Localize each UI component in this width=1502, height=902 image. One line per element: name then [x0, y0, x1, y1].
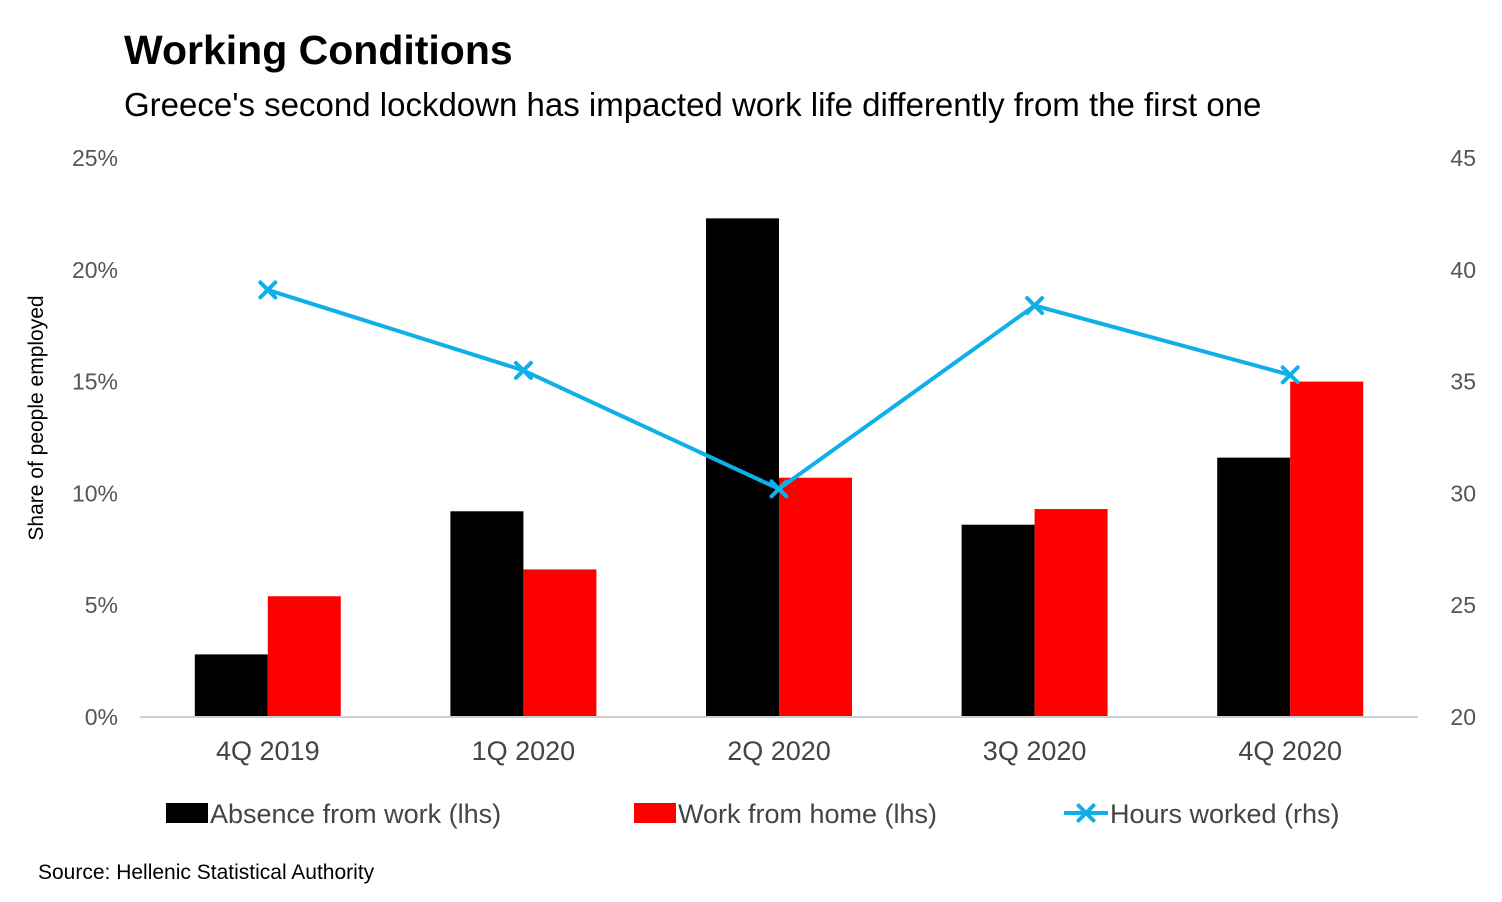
line-layer	[258, 280, 1300, 499]
legend-item-0: Absence from work (lhs)	[166, 799, 501, 829]
bar-wfh-3	[1034, 509, 1108, 717]
legend-label: Work from home (lhs)	[678, 799, 937, 829]
category-label: 4Q 2019	[216, 736, 320, 766]
bar-absence-4	[1217, 457, 1291, 717]
legend-item-1: Work from home (lhs)	[634, 799, 937, 829]
left-tick-label: 20%	[72, 257, 118, 283]
hours-marker-2	[769, 479, 789, 499]
right-tick-label: 40	[1450, 257, 1476, 283]
right-tick-label: 25	[1450, 592, 1476, 618]
category-label: 4Q 2020	[1238, 736, 1342, 766]
left-tick-label: 15%	[72, 369, 118, 395]
bar-absence-1	[450, 511, 524, 717]
bar-wfh-1	[523, 569, 597, 717]
left-tick-label: 25%	[72, 145, 118, 171]
chart-subtitle: Greece's second lockdown has impacted wo…	[124, 86, 1262, 123]
bar-wfh-0	[267, 596, 341, 717]
category-label: 2Q 2020	[727, 736, 831, 766]
legend-item-2: Hours worked (rhs)	[1064, 799, 1340, 829]
hours-marker-1	[513, 360, 533, 380]
left-axis-ticks: 0% 5% 10% 15% 20% 25%	[72, 145, 118, 730]
bar-absence-3	[961, 524, 1035, 717]
legend: Absence from work (lhs) Work from home (l…	[166, 799, 1340, 829]
bar-wfh-2	[779, 477, 852, 717]
left-tick-label: 10%	[72, 480, 118, 506]
legend-swatch	[166, 803, 208, 823]
hours-marker-0	[258, 280, 278, 300]
right-tick-label: 45	[1450, 145, 1476, 171]
chart-title: Working Conditions	[124, 27, 513, 73]
right-axis-ticks: 20 25 30 35 40 45	[1450, 145, 1476, 730]
legend-swatch	[634, 803, 676, 823]
category-labels: 4Q 2019 1Q 2020 2Q 2020 3Q 2020 4Q 2020	[216, 736, 1342, 766]
hours-marker-3	[1025, 296, 1045, 316]
left-tick-label: 5%	[85, 592, 118, 618]
legend-label: Hours worked (rhs)	[1110, 799, 1340, 829]
category-label: 1Q 2020	[472, 736, 576, 766]
right-tick-label: 35	[1450, 369, 1476, 395]
right-tick-label: 20	[1450, 704, 1476, 730]
category-label: 3Q 2020	[983, 736, 1087, 766]
bar-absence-0	[194, 654, 268, 717]
y-axis-label: Share of people employed	[25, 295, 48, 540]
hours-marker-4	[1280, 365, 1300, 385]
bar-absence-2	[706, 218, 779, 717]
right-tick-label: 30	[1450, 480, 1476, 506]
source-note: Source: Hellenic Statistical Authority	[38, 861, 375, 884]
bars-layer	[194, 218, 1364, 717]
left-tick-label: 0%	[85, 704, 118, 730]
bar-wfh-4	[1290, 381, 1364, 717]
legend-label: Absence from work (lhs)	[210, 799, 501, 829]
legend-swatch	[1064, 803, 1108, 823]
